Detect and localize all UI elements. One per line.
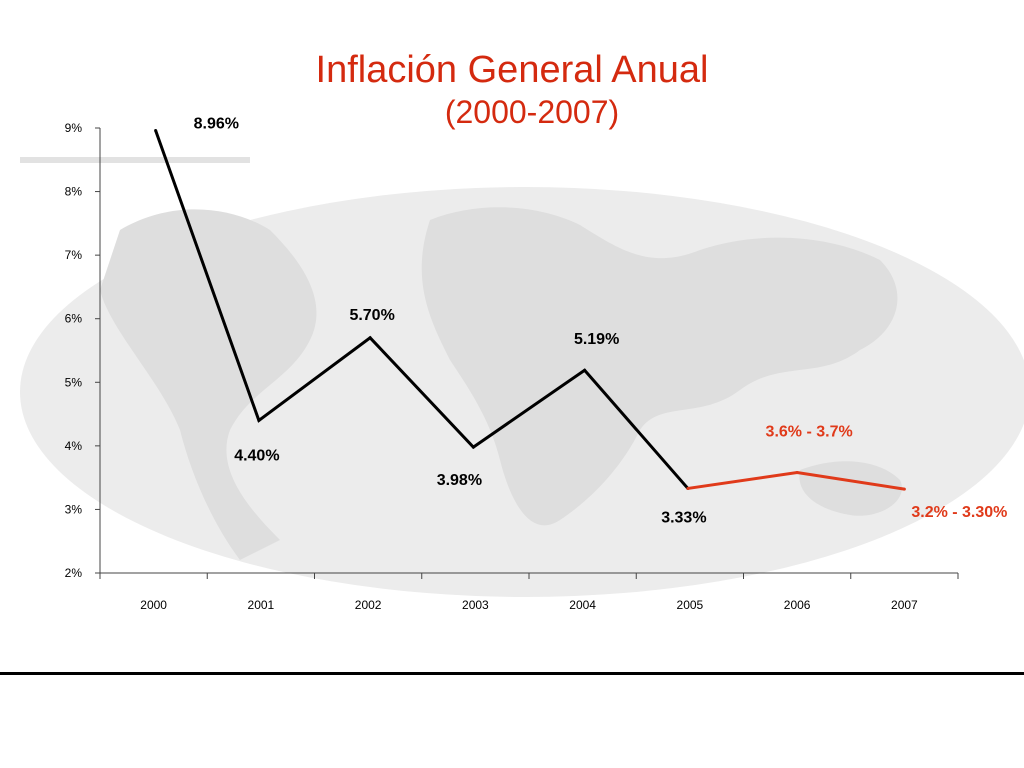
data-point <box>902 487 906 491</box>
y-tick-label: 4% <box>65 439 83 453</box>
y-tick-label: 9% <box>65 121 83 135</box>
y-tick-label: 7% <box>65 248 83 262</box>
data-label: 3.2% - 3.30% <box>911 504 1007 521</box>
data-point <box>471 445 475 449</box>
labels-layer: 8.96% 4.40% 5.70% 3.98% 5.19% 3.33% 3.6% - 3.7… <box>194 116 1008 527</box>
data-point <box>257 418 261 422</box>
y-tick-label: 8% <box>65 185 83 199</box>
x-tick-label: 2005 <box>677 598 704 612</box>
data-point <box>368 336 372 340</box>
x-tick-label: 2004 <box>569 598 596 612</box>
data-point <box>583 368 587 372</box>
series-line-actual <box>154 130 690 490</box>
y-tick-label: 5% <box>65 375 83 389</box>
data-point <box>686 486 690 490</box>
data-label: 3.98% <box>437 472 482 489</box>
x-tick-label: 2002 <box>355 598 382 612</box>
x-tick-label: 2006 <box>784 598 811 612</box>
y-tick-label: 2% <box>65 566 83 580</box>
axes: 9% 8% 7% 6% 5% 4% 3% 2% 2000 2001 2002 2003 2004 2005… <box>65 121 959 612</box>
data-label: 4.40% <box>234 447 279 464</box>
bottom-divider <box>0 672 1024 675</box>
data-label: 5.70% <box>349 307 394 324</box>
data-label: 3.6% - 3.7% <box>766 424 853 441</box>
world-map-watermark <box>20 157 1024 597</box>
data-label: 5.19% <box>574 331 619 348</box>
x-tick-label: 2001 <box>248 598 275 612</box>
data-point <box>795 471 799 475</box>
y-tick-label: 6% <box>65 312 83 326</box>
data-label: 8.96% <box>194 116 239 133</box>
y-tick-label: 3% <box>65 502 83 516</box>
x-tick-label: 2000 <box>140 598 167 612</box>
chart-subtitle: (2000-2007) <box>444 94 620 130</box>
chart-title: Inflación General Anual <box>315 49 709 91</box>
data-point <box>154 129 158 133</box>
x-tick-label: 2007 <box>891 598 918 612</box>
series-layer <box>154 129 906 491</box>
x-tick-label: 2003 <box>462 598 489 612</box>
data-label: 3.33% <box>661 509 706 526</box>
